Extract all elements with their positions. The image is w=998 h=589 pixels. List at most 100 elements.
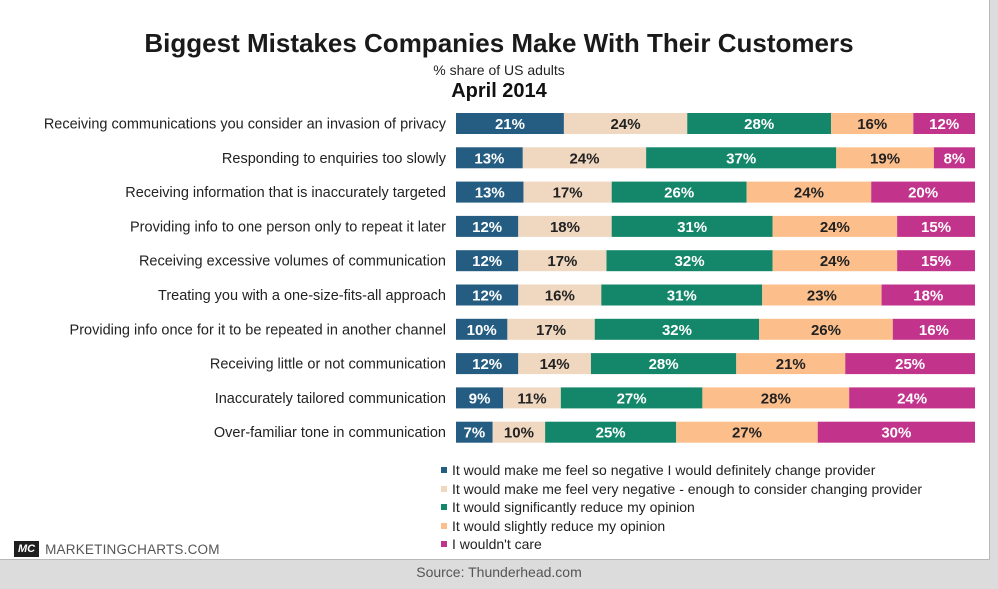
bar-segment [507,318,595,340]
data-label: 11% [517,390,546,407]
data-label: 28% [761,390,791,407]
bar-segment [836,147,934,169]
bar-segment [518,284,602,306]
data-label: 12% [929,116,959,133]
data-label: 24% [897,390,927,407]
bar-segment [817,421,975,443]
data-label: 24% [820,219,850,236]
chart-panel [0,0,990,560]
stacked-bar-chart: Receiving communications you consider an… [44,113,975,443]
data-label: 18% [913,288,943,305]
bar-segment [892,318,975,340]
bar-segment [456,215,519,237]
source-note: Source: Thunderhead.com [416,564,582,580]
legend-swatch [441,522,447,529]
data-label: 16% [919,322,949,339]
bar-segment [736,353,846,375]
bar-segment [759,318,893,340]
data-label: 10% [467,322,497,339]
brand-logo: MC [14,541,40,557]
data-label: 32% [675,253,705,270]
legend-swatch [441,467,447,474]
data-label: 21% [776,356,806,373]
legend-swatch [441,504,447,511]
legend-label: I wouldn't care [452,536,542,553]
bar-segment [456,284,519,306]
bar-segment [676,421,818,443]
bar-segment [897,215,975,237]
legend-item: It would slightly reduce my opinion [441,517,922,536]
data-label: 25% [596,425,626,442]
bar-segment [871,181,975,203]
bar-segment [563,113,688,134]
bar-segment [601,284,763,306]
data-label: 24% [794,185,824,202]
data-label: 16% [545,288,575,305]
data-label: 23% [807,288,837,305]
bar-segment [611,215,773,237]
bar-segment [518,353,591,375]
bar-segment [545,421,677,443]
data-label: 28% [649,356,679,373]
bar-segment [503,387,561,409]
data-label: 12% [472,288,502,305]
data-label: 12% [472,219,502,236]
data-label: 24% [820,253,850,270]
bar-segment [746,181,872,203]
bar-segment [913,113,975,134]
legend-item: It would make me feel so negative I woul… [441,461,922,480]
category-label: Providing info once for it to be repeate… [70,322,446,338]
bar-segment [762,284,882,306]
bar-segment [456,250,519,272]
data-label: 37% [726,150,756,167]
bar-segment [611,181,747,203]
bar-segment [881,284,975,306]
data-label: 8% [944,150,966,167]
legend-label: It would make me feel so negative I woul… [452,462,876,479]
data-label: 13% [474,150,504,167]
bar-segment [492,421,546,443]
bar-segment [456,353,519,375]
data-label: 30% [881,425,911,442]
bar-segment [606,250,773,272]
brand-name: MARKETINGCHARTS.COM [45,541,220,557]
bar-segment [456,113,564,134]
data-label: 9% [469,390,491,407]
data-label: 15% [921,219,951,236]
bar-segment [522,147,647,169]
bar-segment [849,387,975,409]
data-label: 13% [475,185,505,202]
data-label: 12% [472,253,502,270]
category-label: Receiving little or not communication [210,357,446,373]
category-label: Receiving information that is inaccurate… [125,185,446,201]
category-label: Treating you with a one-size-fits-all ap… [158,288,446,304]
bar-segment [518,215,612,237]
data-label: 27% [617,390,647,407]
chart-subtitle: % share of US adults [433,62,565,78]
data-label: 20% [908,185,938,202]
data-label: 17% [547,253,577,270]
data-label: 18% [550,219,580,236]
data-label: 17% [536,322,566,339]
bar-segment [590,353,737,375]
chart-period: April 2014 [451,80,547,102]
data-label: 24% [569,150,599,167]
bar-segment [560,387,703,409]
bar-segment [456,387,504,409]
bar-segment [831,113,914,134]
chart-legend: It would make me feel so negative I woul… [441,461,922,554]
bar-segment [772,250,898,272]
data-label: 31% [677,219,707,236]
data-label: 25% [895,356,925,373]
data-label: 17% [553,185,583,202]
legend-item: It would significantly reduce my opinion [441,498,922,517]
bar-segment [702,387,850,409]
data-label: 32% [662,322,692,339]
data-label: 16% [857,116,887,133]
brand: MC MARKETINGCHARTS.COM [14,541,220,557]
data-label: 31% [667,288,697,305]
bar-segment [456,147,523,169]
legend-item: It would make me feel very negative - en… [441,480,922,499]
data-label: 19% [870,150,900,167]
bar-segment [845,353,975,375]
